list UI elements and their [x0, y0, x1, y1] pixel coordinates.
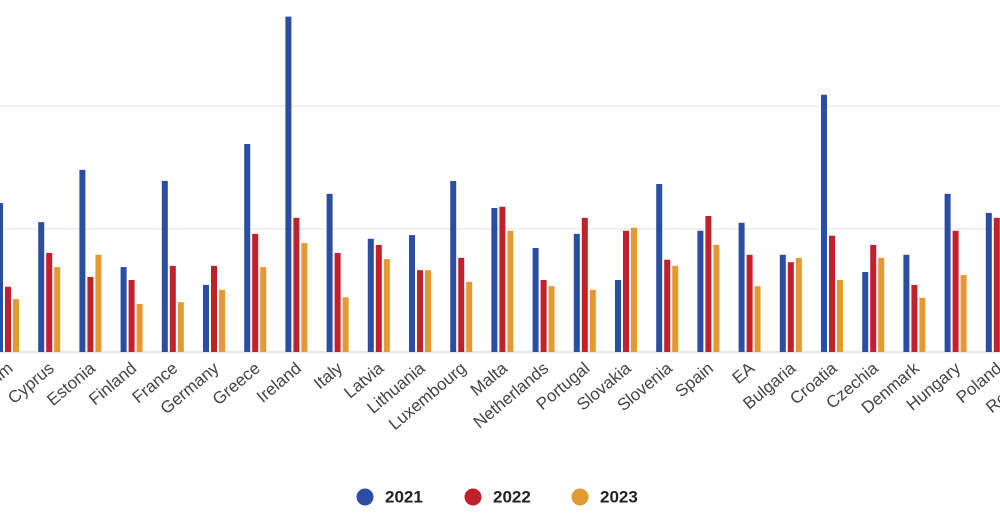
bar: [952, 230, 959, 352]
bar: [499, 206, 506, 352]
bar: [342, 297, 349, 352]
bar: [944, 193, 951, 352]
bar: [326, 193, 333, 352]
bar: [417, 270, 423, 352]
bar: [903, 254, 910, 352]
bar: [631, 227, 637, 352]
bar: [532, 248, 539, 352]
bar: [120, 267, 127, 352]
bar: [821, 94, 827, 353]
bar: [919, 297, 926, 352]
bar: [779, 254, 786, 352]
bar: [203, 284, 209, 352]
bar: [136, 304, 143, 352]
bar: [664, 259, 671, 352]
bar: [615, 280, 621, 352]
bar: [466, 281, 473, 352]
bar: [79, 169, 86, 352]
bar: [672, 265, 679, 352]
bar: [985, 212, 992, 352]
legend-marker: [571, 488, 589, 506]
bar: [128, 280, 135, 352]
bar: [38, 222, 45, 352]
legend-marker: [464, 488, 482, 506]
bar: [787, 262, 794, 352]
bar: [491, 208, 498, 352]
bar: [458, 257, 465, 352]
bar: [13, 299, 19, 352]
x-tick-label: Greece: [209, 359, 264, 409]
bar: [656, 184, 663, 352]
x-tick-label: EA: [729, 358, 759, 388]
bar: [754, 286, 761, 352]
bar: [383, 259, 390, 352]
bar: [293, 217, 300, 352]
bar: [87, 276, 94, 352]
bar: [211, 265, 217, 352]
bar: [795, 257, 802, 352]
bar: [450, 180, 457, 352]
bar: [738, 222, 745, 352]
bar: [878, 257, 885, 352]
legend-label: 2021: [385, 487, 423, 506]
bar: [169, 265, 176, 352]
bar: [697, 230, 704, 352]
bar: [54, 267, 61, 352]
bar: [589, 289, 596, 352]
legend-label: 2022: [493, 487, 531, 506]
legend-marker: [356, 488, 374, 506]
bar: [870, 244, 877, 352]
bar: [713, 244, 720, 352]
bar: [375, 244, 382, 352]
bar: [705, 216, 712, 352]
bar: [367, 238, 374, 352]
bar: [548, 286, 555, 352]
bar: [425, 270, 431, 352]
bar: [960, 275, 967, 352]
bar: [623, 230, 629, 352]
bar: [334, 252, 341, 352]
bar: [0, 203, 3, 352]
bar: [573, 233, 580, 352]
bar: [911, 284, 918, 352]
bar: [252, 233, 259, 352]
legend-label: 2023: [600, 487, 638, 506]
bar: [993, 217, 1000, 352]
bar: [581, 217, 588, 352]
bar: [540, 280, 547, 352]
bar: [301, 243, 308, 352]
bar: [507, 230, 514, 352]
bar: [177, 302, 184, 352]
bar: [409, 235, 415, 352]
legend: 2021 2022 2023: [356, 487, 638, 506]
bar: [837, 280, 843, 352]
bar: [746, 254, 753, 352]
x-tick-label: Ireland: [253, 359, 305, 407]
bar: [5, 286, 11, 352]
x-tick-label: Spain: [671, 359, 717, 402]
x-tick-label: Finland: [85, 359, 140, 409]
bar: [829, 235, 835, 352]
bar: [244, 144, 251, 352]
bar: [219, 289, 225, 352]
bar: [161, 180, 168, 352]
bar: [285, 16, 292, 352]
bar: [862, 272, 869, 352]
bar: [95, 254, 102, 352]
bar: [46, 252, 53, 352]
bar: [260, 267, 267, 352]
